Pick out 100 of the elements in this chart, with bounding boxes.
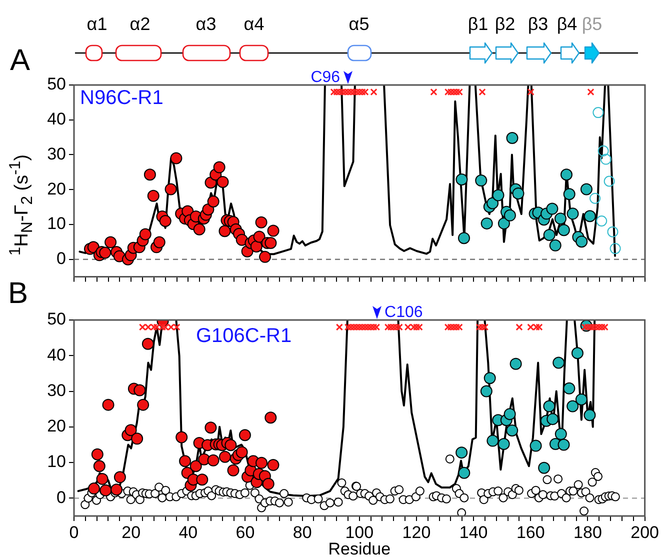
- point: [173, 324, 180, 331]
- annotation: G106C-R1: [196, 324, 292, 348]
- point: [558, 438, 570, 451]
- point: [404, 324, 412, 331]
- point: [102, 398, 114, 411]
- point: [478, 324, 486, 331]
- point: [144, 168, 156, 181]
- point: [170, 152, 182, 164]
- point: [447, 88, 454, 96]
- annotation: C106: [384, 304, 423, 321]
- point: [350, 88, 358, 96]
- point: [481, 324, 489, 331]
- text: β1: [468, 14, 488, 34]
- point: [590, 324, 598, 331]
- point: [480, 217, 493, 230]
- x-tick-label: 180: [574, 522, 602, 542]
- point: [134, 384, 146, 396]
- point: [264, 236, 277, 249]
- y-tick-label: 40: [47, 345, 66, 364]
- point: [179, 455, 192, 468]
- point: [250, 240, 262, 252]
- y-tick-label: 30: [47, 380, 66, 400]
- point: [510, 358, 522, 370]
- y-tick-label: 20: [47, 179, 66, 198]
- point: [610, 243, 621, 254]
- point: [554, 428, 567, 440]
- text: α2: [128, 13, 152, 35]
- y-tick-label: 50: [47, 74, 66, 94]
- point: [347, 324, 354, 331]
- y-tick-label: 40: [47, 110, 66, 129]
- point: [131, 432, 144, 445]
- point: [110, 484, 123, 496]
- point: [167, 324, 175, 331]
- point: [475, 174, 488, 187]
- point: [104, 236, 117, 248]
- point: [347, 88, 355, 96]
- point: [150, 324, 158, 331]
- point: [147, 190, 160, 202]
- point: [504, 209, 516, 222]
- x-axis-title: Residue: [328, 539, 391, 558]
- x-tick-label: 140: [459, 522, 488, 542]
- point: [216, 176, 229, 188]
- point: [584, 210, 596, 222]
- point: [543, 400, 556, 412]
- text: α4: [242, 13, 266, 35]
- point: [364, 324, 372, 331]
- point: [576, 236, 588, 248]
- point: [601, 324, 608, 331]
- point: [342, 88, 349, 96]
- point: [204, 422, 217, 434]
- x-tick-label: 100: [345, 522, 374, 542]
- point: [600, 154, 612, 165]
- point: [512, 187, 524, 200]
- point: [552, 356, 565, 369]
- point: [516, 324, 523, 331]
- point: [159, 215, 172, 228]
- point: [352, 324, 360, 331]
- point: [255, 216, 268, 228]
- y-tick-label: 50: [47, 310, 66, 329]
- text: α5: [348, 13, 370, 35]
- point: [344, 88, 352, 96]
- point: [267, 224, 280, 237]
- point: [410, 324, 418, 331]
- point: [356, 324, 363, 331]
- text: β2: [494, 14, 516, 34]
- annotation: N96C-R1: [80, 86, 164, 110]
- point: [372, 324, 380, 331]
- point: [592, 324, 600, 331]
- point: [190, 460, 202, 472]
- point: [91, 448, 104, 460]
- x-tick-label: 20: [122, 522, 141, 542]
- point: [207, 195, 220, 208]
- point: [566, 208, 579, 220]
- point: [566, 400, 579, 412]
- point: [532, 324, 540, 331]
- y-tick-label: 20: [47, 416, 66, 436]
- point: [362, 324, 369, 331]
- point: [498, 217, 510, 230]
- point: [456, 446, 468, 459]
- point: [153, 236, 166, 248]
- point: [350, 324, 358, 331]
- point: [536, 324, 543, 331]
- point: [356, 88, 364, 96]
- point: [444, 88, 452, 96]
- point: [558, 224, 570, 236]
- point: [124, 424, 137, 436]
- point: [227, 464, 240, 476]
- point: [458, 466, 470, 479]
- point: [202, 203, 214, 216]
- point: [176, 431, 188, 444]
- text: β5: [582, 14, 602, 34]
- point: [587, 324, 594, 331]
- point: [358, 324, 366, 331]
- point: [527, 324, 534, 331]
- point: [596, 324, 603, 331]
- point: [144, 324, 152, 331]
- point: [370, 88, 378, 96]
- point: [506, 424, 518, 436]
- x-tick-label: 40: [178, 522, 198, 542]
- text: β3: [526, 13, 550, 35]
